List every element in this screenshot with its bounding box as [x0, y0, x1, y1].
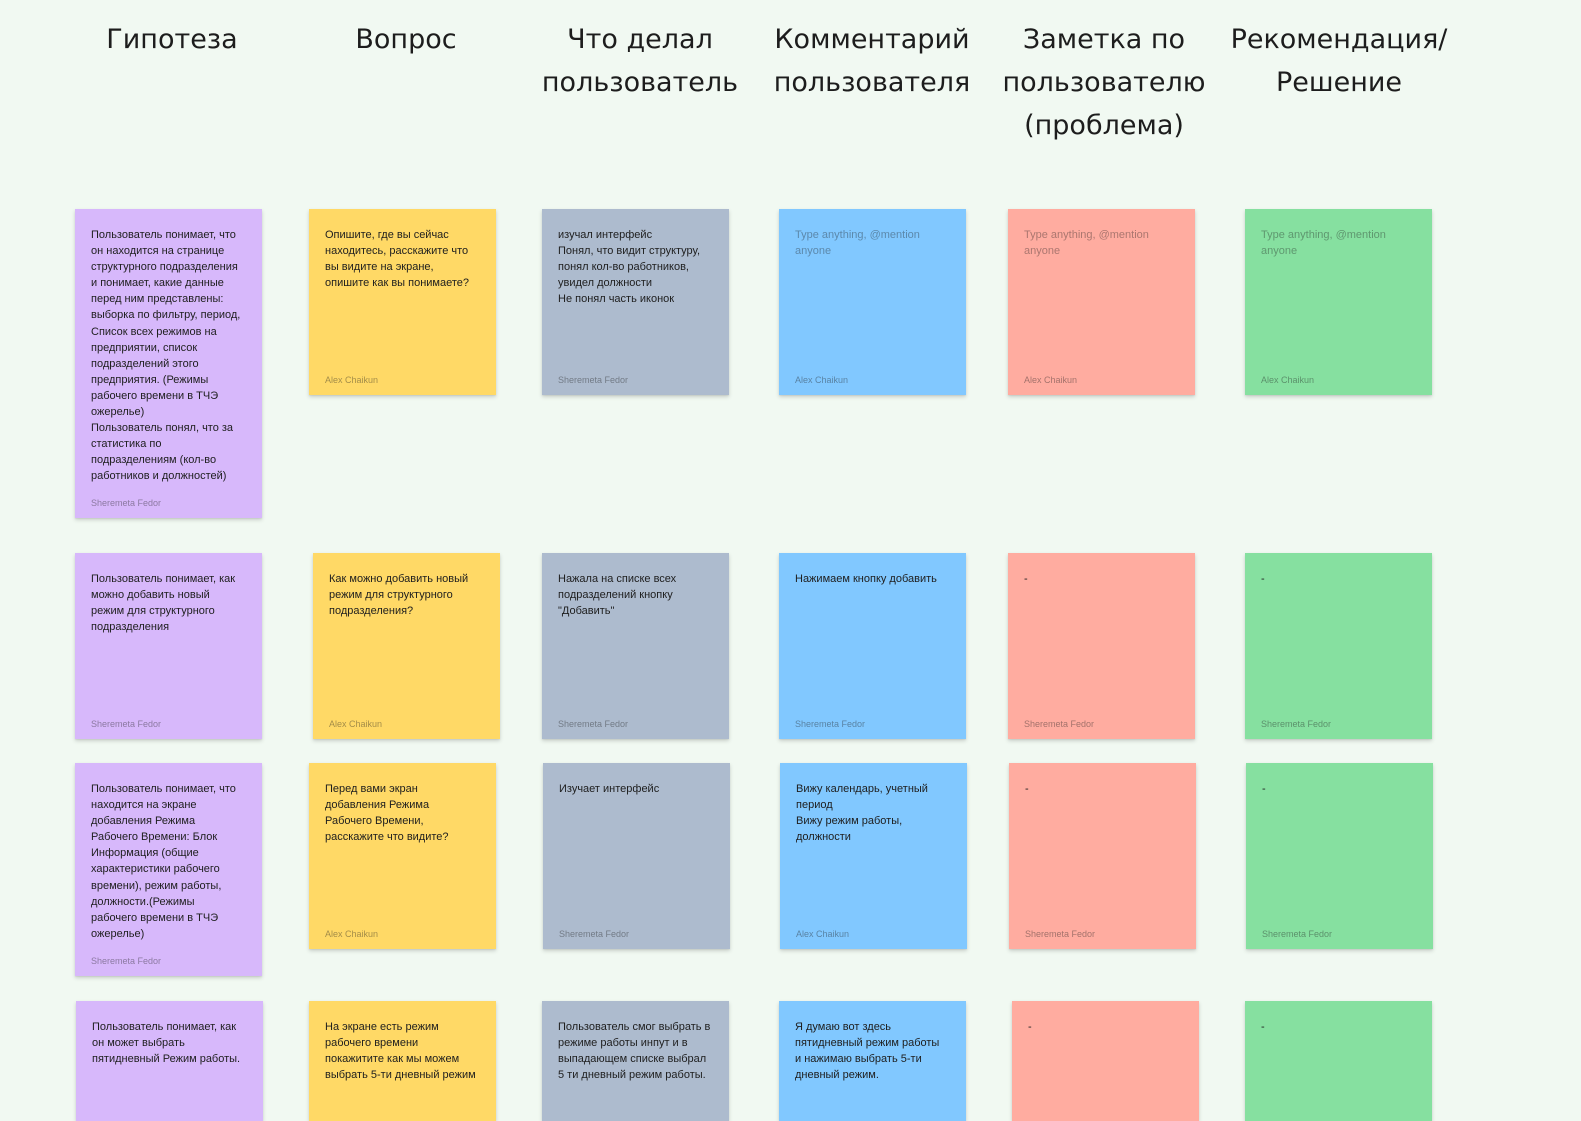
note-text[interactable]: Нажала на списке всех подразделений кноп… — [558, 573, 677, 618]
sticky-note-recommendation[interactable]: - Sheremeta Fedor — [1245, 553, 1432, 739]
sticky-note-hypothesis[interactable]: Пользователь понимает, как он может выбр… — [76, 1001, 263, 1121]
note-author: Sheremeta Fedor — [91, 956, 162, 966]
note-text[interactable]: Как можно добавить новый режим для струк… — [329, 573, 469, 618]
sticky-note-comment[interactable]: Нажимаем кнопку добавить Sheremeta Fedor — [779, 553, 966, 739]
sticky-note-action[interactable]: Нажала на списке всех подразделений кноп… — [542, 553, 729, 739]
note-text[interactable]: - — [1262, 783, 1266, 795]
sticky-note-comment[interactable]: Я думаю вот здесь пятидневный режим рабо… — [779, 1001, 966, 1121]
note-text[interactable]: Опишите, где вы сейчас находитесь, расск… — [325, 229, 469, 290]
note-text[interactable]: Я думаю вот здесь пятидневный режим рабо… — [795, 1021, 940, 1082]
note-author: Alex Chaikun — [1261, 375, 1315, 385]
note-author: Sheremeta Fedor — [795, 719, 866, 729]
note-author: Alex Chaikun — [1024, 375, 1078, 385]
sticky-note-action[interactable]: Изучает интерфейс Sheremeta Fedor — [543, 763, 730, 949]
note-placeholder[interactable]: Type anything, @mention anyone — [1024, 229, 1149, 258]
note-author: Sheremeta Fedor — [91, 719, 162, 729]
note-text[interactable]: На экране есть режим рабочего времени по… — [325, 1021, 476, 1082]
sticky-note-hypothesis[interactable]: Пользователь понимает, как можно добавит… — [75, 553, 262, 739]
note-author: Alex Chaikun — [329, 719, 383, 729]
note-author: Sheremeta Fedor — [1261, 719, 1332, 729]
note-author: Alex Chaikun — [325, 929, 379, 939]
note-text[interactable]: Пользователь понимает, что находится на … — [91, 783, 236, 940]
note-text[interactable]: - — [1025, 783, 1029, 795]
sticky-note-hypothesis[interactable]: Пользователь понимает, что он находится … — [75, 209, 262, 518]
note-placeholder[interactable]: Type anything, @mention anyone — [1261, 229, 1386, 258]
column-header-action: Что делал пользователь — [541, 24, 739, 98]
sticky-note-comment[interactable]: Type anything, @mention anyone Alex Chaik… — [779, 209, 966, 395]
note-author: Sheremeta Fedor — [559, 929, 630, 939]
note-author: Alex Chaikun — [795, 375, 849, 385]
sticky-note-question[interactable]: Опишите, где вы сейчас находитесь, расск… — [309, 209, 496, 395]
sticky-note-note[interactable]: - Sheremeta Fedor — [1009, 763, 1196, 949]
column-header-comment: Комментарий пользователя — [773, 24, 971, 98]
note-text[interactable]: Пользователь понимает, как он может выбр… — [92, 1021, 241, 1066]
sticky-note-note[interactable]: - — [1012, 1001, 1199, 1121]
note-author: Sheremeta Fedor — [558, 719, 629, 729]
column-header-question: Вопрос — [355, 24, 457, 55]
note-placeholder[interactable]: Type anything, @mention anyone — [795, 229, 920, 258]
column-header-note: Заметка по пользователю (проблема) — [1002, 24, 1206, 141]
note-text[interactable]: - — [1024, 573, 1028, 585]
sticky-note-question[interactable]: Как можно добавить новый режим для струк… — [313, 553, 500, 739]
note-author: Sheremeta Fedor — [91, 498, 162, 508]
note-text[interactable]: Изучает интерфейс — [559, 783, 660, 795]
note-author: Sheremeta Fedor — [1024, 719, 1095, 729]
sticky-note-recommendation[interactable]: Type anything, @mention anyone Alex Chaik… — [1245, 209, 1432, 395]
note-text[interactable]: Перед вами экран добавления Режима Рабоч… — [325, 783, 449, 844]
note-text[interactable]: Пользователь смог выбрать в режиме работ… — [558, 1021, 711, 1082]
column-header-recommendation: Рекомендация/ Решение — [1230, 24, 1448, 98]
sticky-note-question[interactable]: Перед вами экран добавления Режима Рабоч… — [309, 763, 496, 949]
note-text[interactable]: Пользователь понимает, что он находится … — [91, 229, 241, 483]
sticky-note-note[interactable]: Type anything, @mention anyone Alex Chaik… — [1008, 209, 1195, 395]
note-author: Sheremeta Fedor — [558, 375, 629, 385]
note-author: Sheremeta Fedor — [1262, 929, 1333, 939]
sticky-note-recommendation[interactable]: - — [1245, 1001, 1432, 1121]
note-text[interactable]: Нажимаем кнопку добавить — [795, 573, 937, 585]
column-header-hypothesis: Гипотеза — [106, 24, 238, 55]
note-text[interactable]: - — [1261, 573, 1265, 585]
note-author: Sheremeta Fedor — [1025, 929, 1096, 939]
sticky-note-hypothesis[interactable]: Пользователь понимает, что находится на … — [75, 763, 262, 976]
sticky-note-question[interactable]: На экране есть режим рабочего времени по… — [309, 1001, 496, 1121]
note-text[interactable]: Вижу календарь, учетный период Вижу режи… — [796, 783, 928, 844]
note-text[interactable]: Пользователь понимает, как можно добавит… — [91, 573, 236, 634]
sticky-note-note[interactable]: - Sheremeta Fedor — [1008, 553, 1195, 739]
sticky-note-action[interactable]: Пользователь смог выбрать в режиме работ… — [542, 1001, 729, 1121]
sticky-note-action[interactable]: изучал интерфейс Понял, что видит структ… — [542, 209, 729, 395]
sticky-note-comment[interactable]: Вижу календарь, учетный период Вижу режи… — [780, 763, 967, 949]
note-author: Alex Chaikun — [325, 375, 379, 385]
note-text[interactable]: изучал интерфейс Понял, что видит структ… — [558, 229, 701, 306]
sticky-note-recommendation[interactable]: - Sheremeta Fedor — [1246, 763, 1433, 949]
note-author: Alex Chaikun — [796, 929, 850, 939]
note-text[interactable]: - — [1261, 1021, 1265, 1033]
note-text[interactable]: - — [1028, 1021, 1032, 1033]
